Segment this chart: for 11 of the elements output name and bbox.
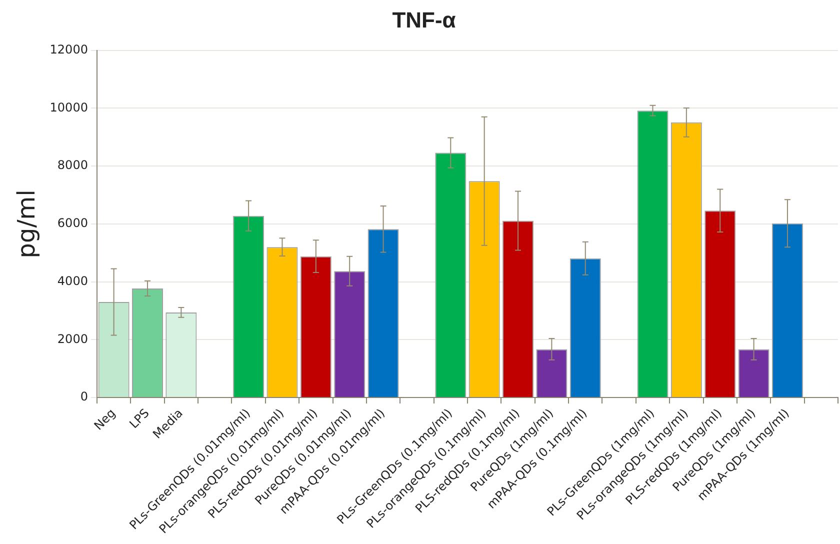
y-tick-label: 4000 <box>57 274 88 288</box>
x-tick-label: Neg <box>91 406 118 433</box>
y-tick-label: 2000 <box>57 332 88 346</box>
y-axis-title: pg/ml <box>12 190 41 258</box>
x-tick-label: LPS <box>126 406 152 432</box>
y-tick-label: 10000 <box>50 100 88 114</box>
y-tick-label: 12000 <box>50 42 88 57</box>
y-tick-label: 8000 <box>57 158 88 172</box>
y-tick-label: 0 <box>80 390 88 404</box>
chart-title: TNF-α <box>392 7 456 32</box>
y-tick-label: 6000 <box>57 216 88 230</box>
